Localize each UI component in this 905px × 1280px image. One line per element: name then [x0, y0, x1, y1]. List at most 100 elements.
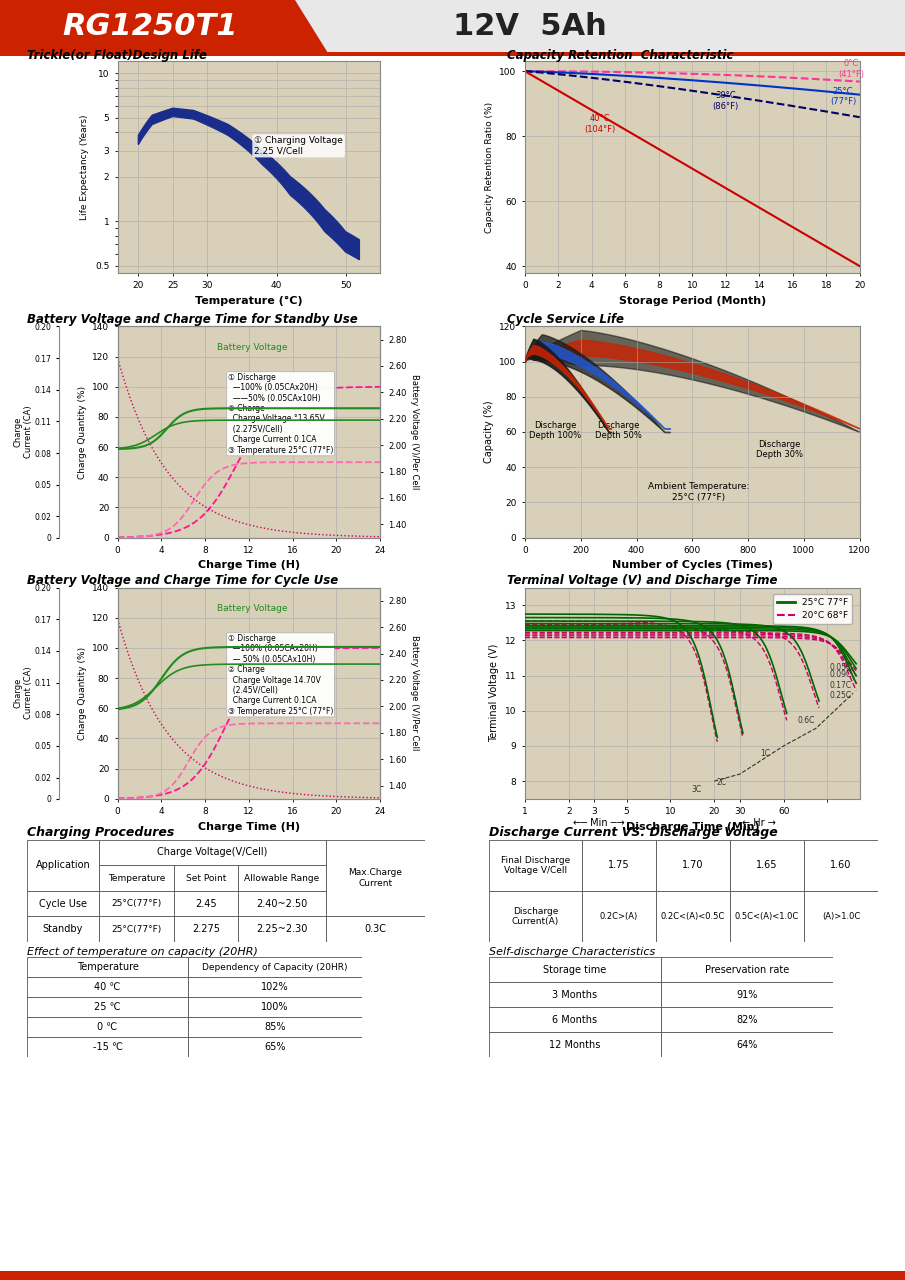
Text: Final Discharge
Voltage V/Cell: Final Discharge Voltage V/Cell [500, 855, 570, 876]
Text: 0.2C<(A)<0.5C: 0.2C<(A)<0.5C [661, 911, 725, 922]
Text: Battery Voltage: Battery Voltage [217, 604, 288, 613]
Bar [99, 865, 175, 891]
Bar [27, 891, 99, 916]
Y-axis label: Charge Quantity (%): Charge Quantity (%) [78, 646, 87, 740]
Bar [188, 1037, 362, 1057]
Polygon shape [138, 109, 359, 260]
Bar [326, 840, 425, 916]
Text: (A)>1.0C: (A)>1.0C [822, 911, 860, 922]
Text: ←─ Min ─→: ←─ Min ─→ [573, 818, 624, 828]
Bar [99, 916, 175, 942]
Text: Self-discharge Characteristics: Self-discharge Characteristics [489, 947, 655, 957]
Text: Trickle(or Float)Design Life: Trickle(or Float)Design Life [27, 49, 207, 61]
Text: Effect of temperature on capacity (20HR): Effect of temperature on capacity (20HR) [27, 947, 258, 957]
Bar [27, 997, 188, 1018]
Text: 0°C
(41°F): 0°C (41°F) [838, 59, 864, 78]
Bar [730, 891, 804, 942]
Bar [656, 891, 730, 942]
Text: 0.17C: 0.17C [830, 681, 852, 690]
Bar [489, 983, 661, 1007]
Text: 1.70: 1.70 [682, 860, 704, 870]
X-axis label: Discharge Time (Min): Discharge Time (Min) [625, 822, 759, 832]
Bar [0, 52, 905, 56]
Y-axis label: Life Expectancy (Years): Life Expectancy (Years) [81, 114, 90, 220]
Text: 30°C
(86°F): 30°C (86°F) [712, 91, 739, 111]
Text: 1.65: 1.65 [757, 860, 777, 870]
Bar [188, 957, 362, 978]
Text: 25°C(77°F): 25°C(77°F) [111, 899, 162, 909]
Bar [661, 957, 833, 983]
Bar [238, 865, 326, 891]
Y-axis label: Terminal Voltage (V): Terminal Voltage (V) [490, 644, 500, 742]
Bar [582, 840, 656, 891]
Polygon shape [0, 0, 330, 56]
Text: Storage time: Storage time [543, 965, 606, 975]
Text: 1.75: 1.75 [608, 860, 630, 870]
Text: 0.6C: 0.6C [797, 716, 814, 724]
X-axis label: Temperature (°C): Temperature (°C) [195, 296, 302, 306]
Text: 85%: 85% [264, 1023, 286, 1033]
X-axis label: Charge Time (H): Charge Time (H) [198, 822, 300, 832]
Bar [238, 916, 326, 942]
Text: 65%: 65% [264, 1042, 286, 1052]
Text: Set Point: Set Point [186, 873, 226, 883]
Text: Discharge
Depth 100%: Discharge Depth 100% [529, 421, 581, 440]
Bar [730, 840, 804, 891]
Text: Discharge
Depth 50%: Discharge Depth 50% [595, 421, 642, 440]
Text: Cycle Service Life: Cycle Service Life [507, 312, 624, 325]
Text: Discharge
Current(A): Discharge Current(A) [511, 906, 559, 927]
Text: 0 ℃: 0 ℃ [98, 1023, 118, 1033]
Bar [489, 957, 661, 983]
Text: Capacity Retention  Characteristic: Capacity Retention Characteristic [507, 49, 733, 61]
Text: Battery Voltage and Charge Time for Standby Use: Battery Voltage and Charge Time for Stan… [27, 312, 357, 325]
Y-axis label: Battery Voltage (V)/Per Cell: Battery Voltage (V)/Per Cell [411, 635, 419, 751]
Text: 2.275: 2.275 [193, 924, 220, 934]
Text: Battery Voltage and Charge Time for Cycle Use: Battery Voltage and Charge Time for Cycl… [27, 573, 338, 586]
Bar [27, 916, 99, 942]
Bar [175, 891, 238, 916]
Text: Max.Charge
Current: Max.Charge Current [348, 868, 403, 888]
Text: 0.05C: 0.05C [830, 663, 852, 672]
Text: 1C: 1C [760, 750, 770, 759]
Text: 100%: 100% [262, 1002, 289, 1012]
Bar [326, 916, 425, 942]
Bar [27, 1018, 188, 1037]
Text: 12V  5Ah: 12V 5Ah [453, 12, 607, 41]
Bar [656, 840, 730, 891]
Y-axis label: Capacity (%): Capacity (%) [484, 401, 494, 463]
Text: 102%: 102% [262, 982, 289, 992]
Bar [27, 957, 188, 978]
Text: 2C: 2C [717, 778, 727, 787]
Text: Discharge Current VS. Discharge Voltage: Discharge Current VS. Discharge Voltage [489, 826, 777, 838]
Bar [27, 1037, 188, 1057]
Text: 82%: 82% [736, 1015, 757, 1025]
X-axis label: Number of Cycles (Times): Number of Cycles (Times) [612, 561, 773, 571]
Text: 0.3C: 0.3C [365, 924, 386, 934]
Text: Standby: Standby [43, 924, 83, 934]
Text: 0.2C>(A): 0.2C>(A) [600, 911, 638, 922]
Text: 25°C
(77°F): 25°C (77°F) [830, 87, 856, 106]
Bar [188, 997, 362, 1018]
X-axis label: Storage Period (Month): Storage Period (Month) [619, 296, 766, 306]
Text: Ambient Temperature:
25°C (77°F): Ambient Temperature: 25°C (77°F) [648, 483, 749, 502]
Text: Temperature: Temperature [108, 873, 166, 883]
Bar [188, 1018, 362, 1037]
Text: Charging Procedures: Charging Procedures [27, 826, 175, 838]
Text: ① Discharge
  —100% (0.05CAx20H)
  ——50% (0.05CAx10H)
② Charge
  Charge Voltage : ① Discharge —100% (0.05CAx20H) ——50% (0.… [228, 372, 333, 454]
Bar [489, 891, 582, 942]
Bar [661, 1032, 833, 1057]
Text: 2.45: 2.45 [195, 899, 217, 909]
Text: Temperature: Temperature [77, 963, 138, 973]
Y-axis label: Charge
Current (CA): Charge Current (CA) [14, 667, 33, 719]
Text: 1.60: 1.60 [830, 860, 852, 870]
Bar [99, 840, 326, 865]
Text: 40 ℃: 40 ℃ [94, 982, 120, 992]
X-axis label: Charge Time (H): Charge Time (H) [198, 561, 300, 571]
Text: Preservation rate: Preservation rate [704, 965, 789, 975]
Legend: 25°C 77°F, 20°C 68°F: 25°C 77°F, 20°C 68°F [773, 594, 852, 623]
Text: ← Hr →: ← Hr → [742, 818, 776, 828]
Text: RG1250T1: RG1250T1 [62, 12, 238, 41]
Bar [175, 916, 238, 942]
Bar [188, 978, 362, 997]
Y-axis label: Charge Quantity (%): Charge Quantity (%) [78, 385, 87, 479]
